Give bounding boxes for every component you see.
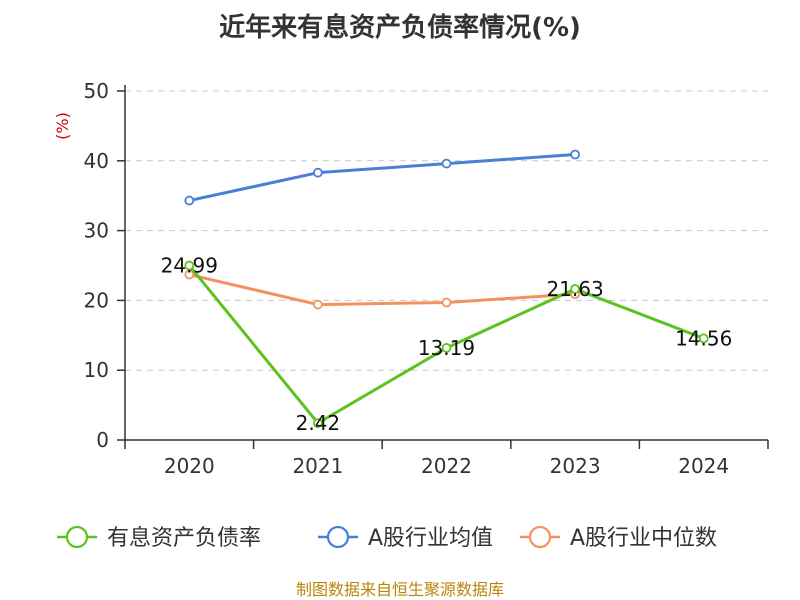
grid-lines (125, 90, 768, 371)
y-tick-label-20: 20 (84, 288, 109, 312)
data-label-2022: 13.19 (418, 336, 475, 360)
legend-marker-1 (326, 525, 350, 549)
series-0-point-2020 (184, 260, 195, 271)
series-2-point-2020 (184, 269, 195, 280)
legend-marker-0 (65, 525, 89, 549)
series-1-point-2021 (312, 167, 323, 178)
legend-label-1: A股行业均值 (368, 526, 493, 551)
series-line-2 (188, 273, 576, 307)
legend-marker-2 (528, 525, 552, 549)
series-0-point-2022 (441, 343, 452, 353)
legend-item-0: 有息资产负债率 (57, 525, 261, 551)
legend-item-1: A股行业均值 (318, 525, 493, 551)
y-tick-label-40: 40 (84, 149, 109, 173)
series-0-point-2021 (312, 418, 323, 429)
series-0-point-2024 (698, 333, 709, 344)
x-tick-label-2022: 2022 (421, 454, 472, 478)
y-tick-label-10: 10 (84, 358, 109, 382)
legend: 有息资产负债率 A股行业均值 A股行业中位数 (57, 525, 717, 551)
x-tick-label-2023: 2023 (550, 454, 601, 478)
y-tick-label-50: 50 (84, 79, 109, 103)
axes: 0 10 20 30 40 50 2020 2021 2022 2023 2024 (84, 79, 769, 478)
x-tick-label-2024: 2024 (678, 454, 729, 478)
source-note: 制图数据来自恒生聚源数据库 (296, 580, 504, 599)
y-axis-unit: (%) (53, 112, 72, 140)
legend-label-0: 有息资产负债率 (107, 526, 261, 551)
legend-item-2: A股行业中位数 (520, 525, 717, 551)
data-label-2024: 14.56 (675, 326, 732, 350)
series-0-point-2023 (570, 284, 580, 294)
y-tick-label-0: 0 (96, 428, 109, 452)
data-labels: 24.99 2.42 13.19 21.63 14.56 (161, 254, 733, 436)
series-1-point-2022 (441, 158, 452, 169)
series-1-point-2020 (184, 195, 195, 206)
data-label-2020: 24.99 (161, 254, 218, 278)
series-layer (184, 149, 709, 429)
series-line-1 (188, 153, 576, 203)
x-tick-label-2021: 2021 (292, 454, 343, 478)
series-1-point-2023 (570, 149, 580, 160)
series-2-point-2021 (312, 299, 323, 310)
legend-label-2: A股行业中位数 (570, 526, 717, 551)
chart-title: 近年来有息资产负债率情况(%) (219, 12, 581, 43)
data-label-2023: 21.63 (546, 277, 603, 301)
series-2-point-2022 (441, 297, 452, 308)
x-tick-label-2020: 2020 (164, 454, 215, 478)
y-tick-label-30: 30 (84, 219, 109, 243)
data-label-2021: 2.42 (296, 411, 341, 435)
